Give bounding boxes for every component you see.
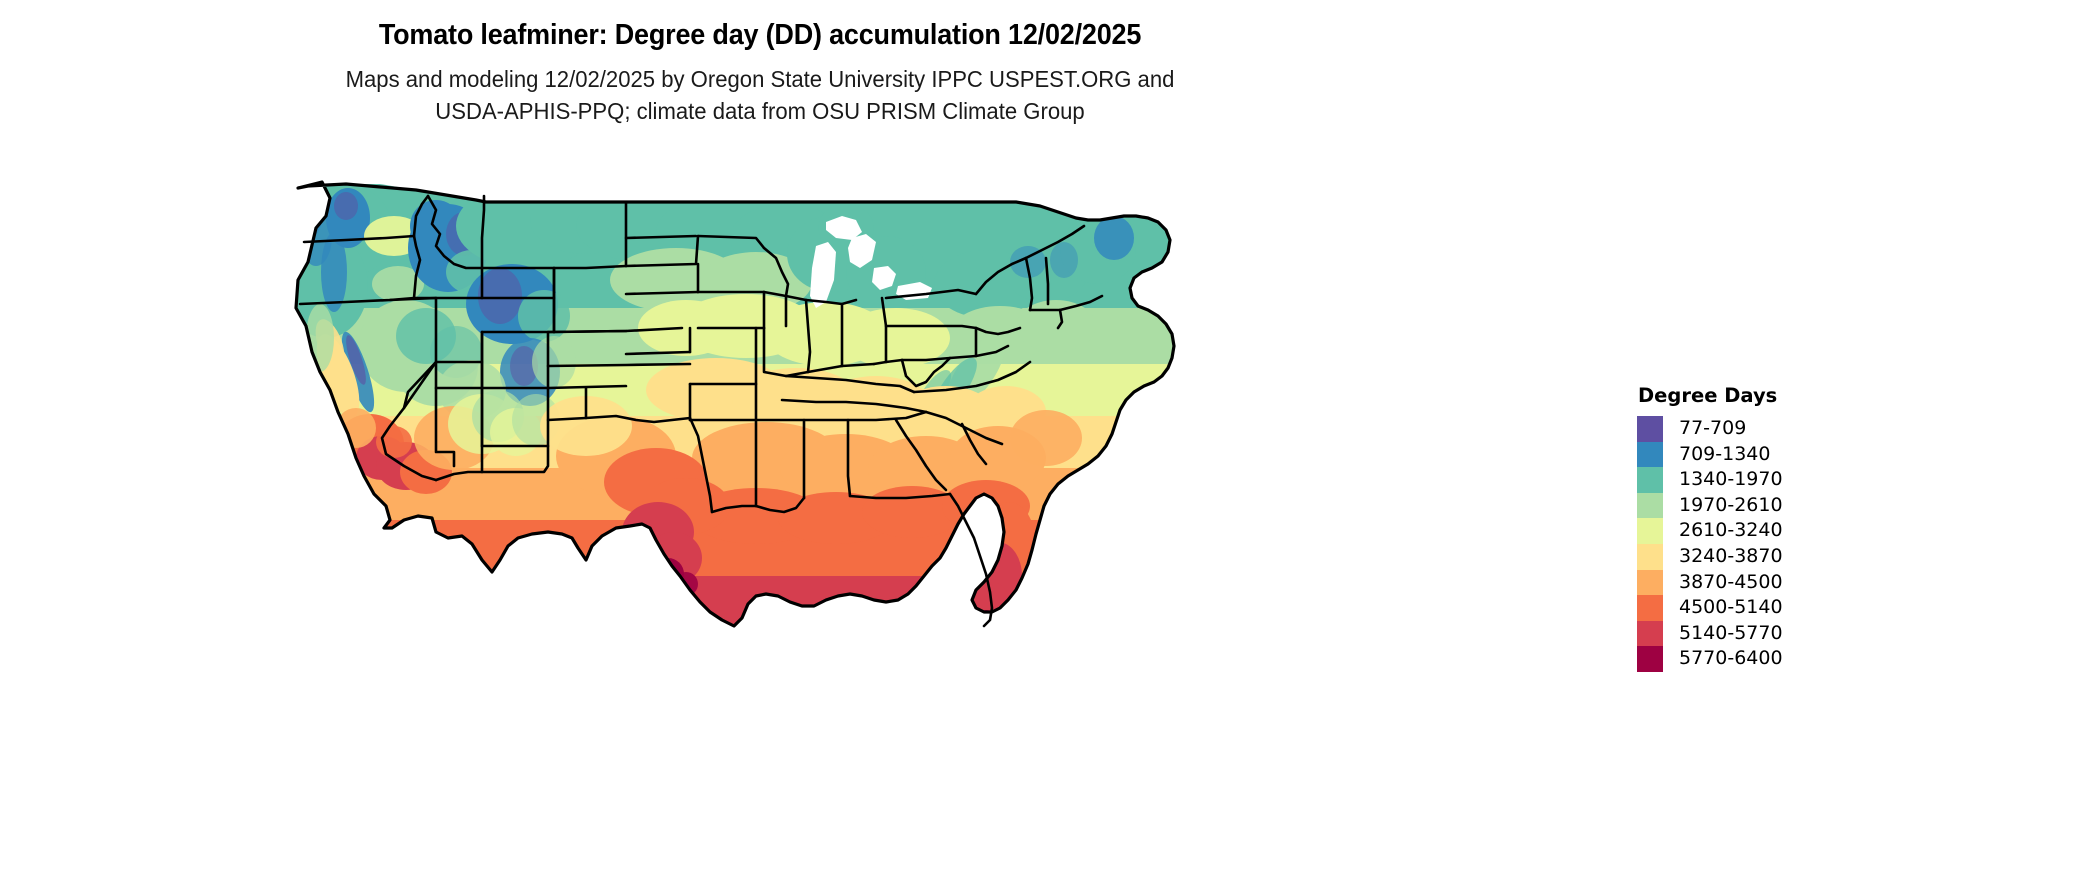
legend-item[interactable]: 1970-2610 bbox=[1637, 492, 1897, 519]
legend-entries: 77-709 709-1340 1340-1970 1970-2610 2610… bbox=[1637, 416, 1897, 672]
subtitle-block: Maps and modeling 12/02/2025 by Oregon S… bbox=[46, 63, 1475, 127]
legend-swatch bbox=[1637, 543, 1663, 570]
legend-swatch bbox=[1637, 467, 1663, 493]
legend-label: 2610-3240 bbox=[1679, 519, 1783, 542]
legend-swatch bbox=[1637, 595, 1663, 621]
legend-label: 1970-2610 bbox=[1679, 493, 1783, 516]
legend-swatch bbox=[1637, 518, 1663, 544]
legend-item[interactable]: 3870-4500 bbox=[1637, 569, 1897, 596]
legend: Degree Days 77-709 709-1340 1340-1970 19… bbox=[1637, 384, 1897, 672]
legend-swatch bbox=[1637, 492, 1663, 519]
legend-label: 3240-3870 bbox=[1679, 544, 1783, 567]
subtitle-line-1: Maps and modeling 12/02/2025 by Oregon S… bbox=[345, 66, 1175, 92]
legend-item[interactable]: 709-1340 bbox=[1637, 441, 1897, 468]
legend-item[interactable]: 2610-3240 bbox=[1637, 518, 1897, 544]
legend-title: Degree Days bbox=[1638, 384, 1778, 407]
legend-label: 5140-5770 bbox=[1679, 621, 1783, 644]
subtitle-line-2: USDA-APHIS-PPQ; climate data from OSU PR… bbox=[435, 98, 1085, 124]
legend-item[interactable]: 5770-6400 bbox=[1637, 646, 1897, 672]
us-degree-day-map bbox=[286, 176, 1216, 676]
title-block: Tomato leafminer: Degree day (DD) accumu… bbox=[0, 18, 1520, 127]
legend-item[interactable]: 5140-5770 bbox=[1637, 620, 1897, 647]
legend-item[interactable]: 77-709 bbox=[1637, 416, 1897, 442]
legend-swatch bbox=[1637, 646, 1663, 672]
legend-swatch bbox=[1637, 416, 1663, 442]
legend-item[interactable]: 3240-3870 bbox=[1637, 543, 1897, 570]
legend-swatch bbox=[1637, 441, 1663, 468]
legend-label: 709-1340 bbox=[1679, 442, 1771, 465]
legend-label: 5770-6400 bbox=[1679, 647, 1783, 670]
legend-item[interactable]: 1340-1970 bbox=[1637, 467, 1897, 493]
legend-label: 4500-5140 bbox=[1679, 596, 1783, 619]
legend-label: 3870-4500 bbox=[1679, 570, 1783, 593]
legend-swatch bbox=[1637, 620, 1663, 647]
legend-item[interactable]: 4500-5140 bbox=[1637, 595, 1897, 621]
map-svg bbox=[294, 180, 1176, 628]
page-title: Tomato leafminer: Degree day (DD) accumu… bbox=[378, 19, 1142, 51]
legend-label: 1340-1970 bbox=[1679, 468, 1783, 491]
state-boundaries bbox=[294, 180, 1176, 628]
legend-swatch bbox=[1637, 569, 1663, 596]
legend-label: 77-709 bbox=[1679, 417, 1747, 439]
